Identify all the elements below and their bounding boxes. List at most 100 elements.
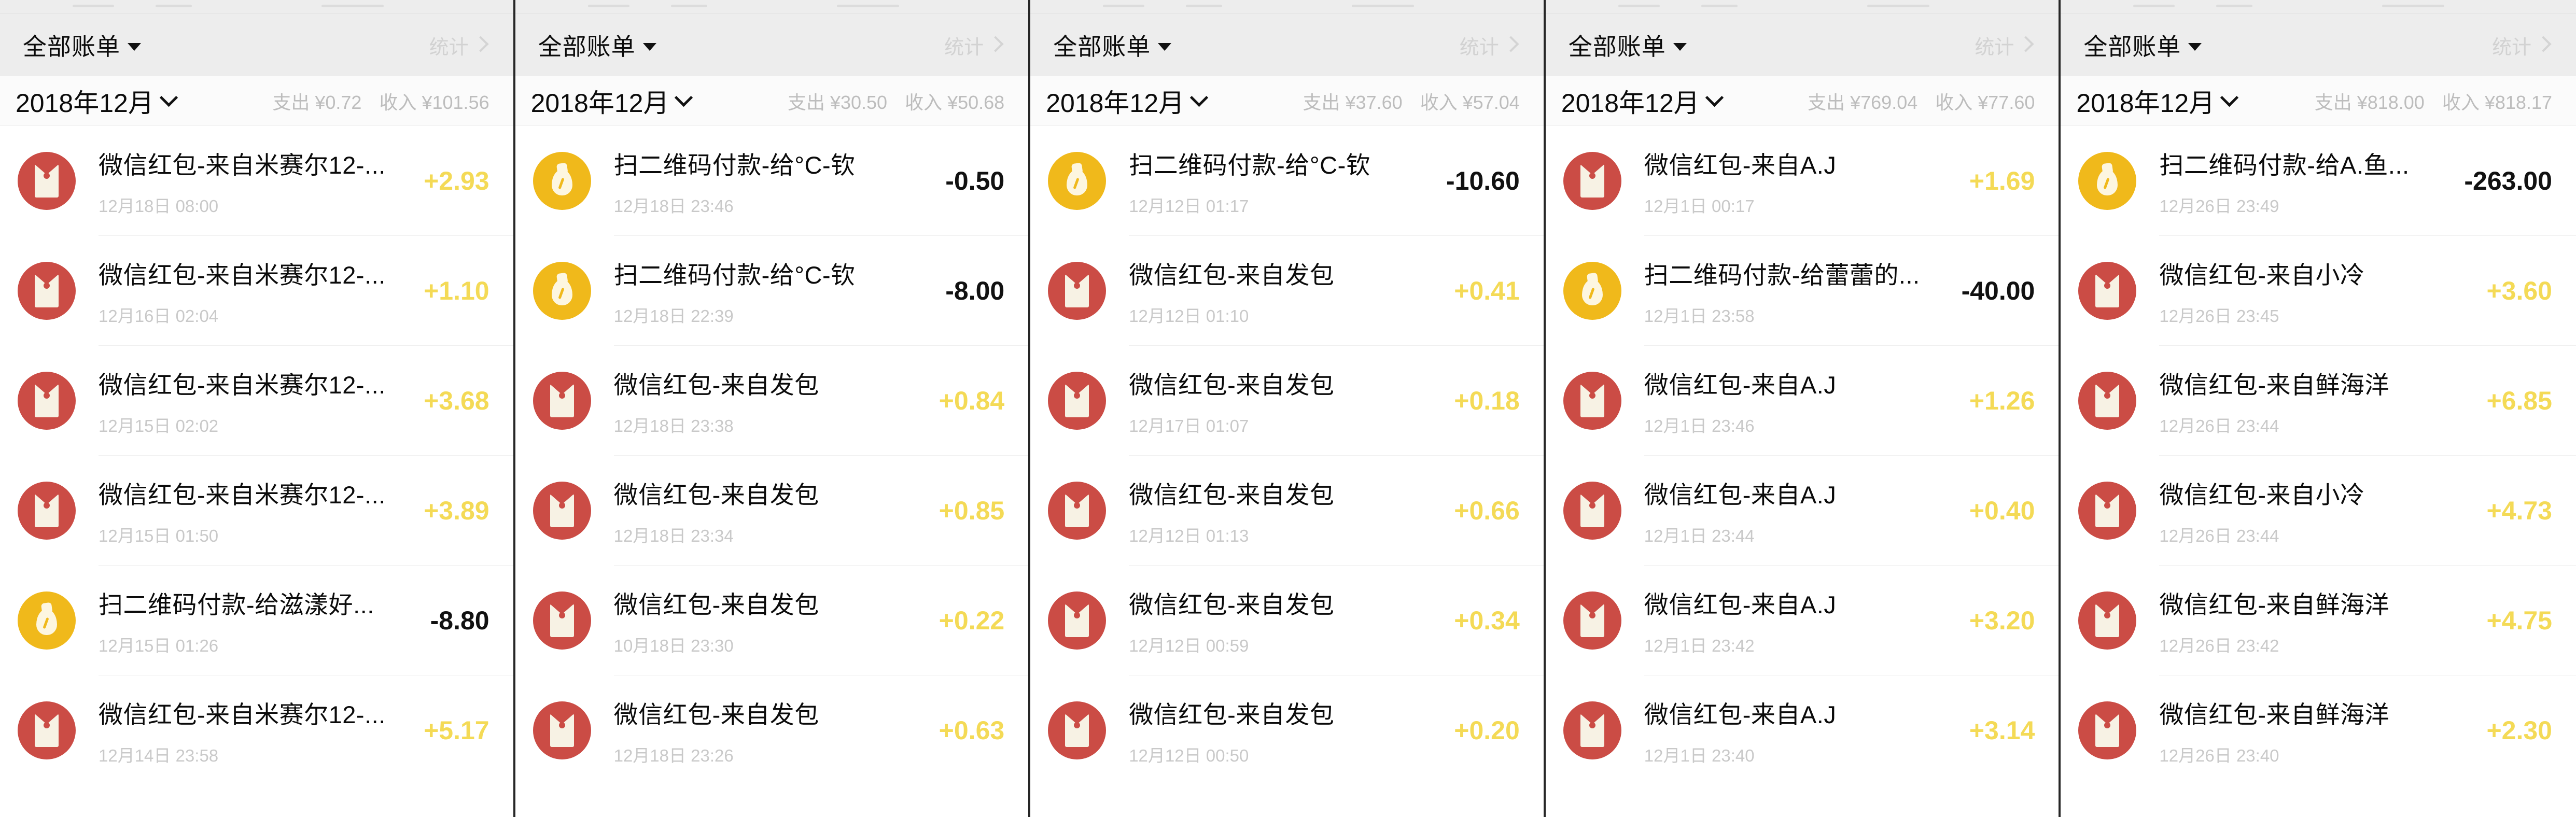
transaction-title: 微信红包-来自米赛尔12-... [99, 371, 386, 399]
table-row[interactable]: 微信红包-来自米赛尔12-... 12月14日 23:58 +5.17 [0, 675, 513, 785]
table-row[interactable]: 扫二维码付款-给°C-钦 12月18日 22:39 -8.00 [515, 236, 1029, 346]
table-row[interactable]: 微信红包-来自米赛尔12-... 12月15日 01:50 +3.89 [0, 456, 513, 566]
money-bag-icon [533, 152, 591, 210]
table-row[interactable]: 微信红包-来自A.J 12月1日 23:46 +1.26 [1546, 346, 2059, 456]
transaction-title: 微信红包-来自发包 [613, 481, 819, 509]
transaction-info: 微信红包-来自发包 12月12日 00:59 [1129, 585, 1440, 657]
bill-filter-dropdown[interactable]: 全部账单 [2083, 28, 2202, 62]
envelope-seal [2104, 392, 2111, 399]
envelope-seal [44, 283, 50, 289]
transaction-info: 微信红包-来自发包 12月18日 23:34 [614, 475, 926, 547]
status-nub-c [1352, 5, 1415, 7]
month-label: 2018年12月 [2076, 88, 2215, 118]
table-row[interactable]: 微信红包-来自米赛尔12-... 12月18日 08:00 +2.93 [0, 126, 513, 236]
table-row[interactable]: 微信红包-来自米赛尔12-... 12月16日 02:04 +1.10 [0, 236, 513, 346]
transaction-date: 12月26日 23:45 [2159, 306, 2279, 326]
table-row[interactable]: 微信红包-来自A.J 12月1日 23:44 +0.40 [1546, 456, 2059, 566]
transaction-date: 12月12日 01:17 [1129, 196, 1249, 216]
envelope-seal [1589, 502, 1595, 509]
transaction-amount: -8.00 [945, 276, 1005, 305]
transaction-date: 12月17日 01:07 [1129, 416, 1249, 435]
statistics-link[interactable]: 统计 [1975, 31, 2034, 60]
bag-neck [1071, 162, 1083, 174]
table-row[interactable]: 扫二维码付款-给蕾蕾的... 12月1日 23:58 -40.00 [1546, 236, 2059, 346]
month-label: 2018年12月 [16, 88, 154, 118]
table-row[interactable]: 微信红包-来自鲜海洋 12月26日 23:40 +2.30 [2061, 675, 2576, 785]
table-row[interactable]: 扫二维码付款-给滋漾好... 12月15日 01:26 -8.80 [0, 566, 513, 675]
envelope-seal [2104, 502, 2111, 509]
transaction-amount: +3.60 [2486, 276, 2552, 305]
transaction-info: 微信红包-来自发包 12月18日 23:38 [614, 365, 926, 437]
chevron-down-icon [1189, 88, 1209, 107]
table-row[interactable]: 微信红包-来自小冷 12月26日 23:45 +3.60 [2061, 236, 2576, 346]
money-bag-icon [2078, 152, 2137, 210]
chevron-right-icon [472, 36, 489, 52]
transaction-date: 12月1日 00:17 [1644, 196, 1755, 216]
table-row[interactable]: 微信红包-来自发包 12月17日 01:07 +0.18 [1030, 346, 1544, 456]
table-row[interactable]: 微信红包-来自发包 12月18日 23:38 +0.84 [515, 346, 1029, 456]
month-summary-bar: 2018年12月 支出 ¥30.50 收入 ¥50.68 [515, 76, 1029, 126]
bag-neck [2102, 162, 2113, 174]
statistics-link[interactable]: 统计 [944, 31, 1004, 60]
bill-filter-dropdown[interactable]: 全部账单 [1569, 28, 1687, 62]
bill-filter-label: 全部账单 [1568, 33, 1666, 60]
month-picker[interactable]: 2018年12月 [16, 82, 178, 120]
bill-filter-dropdown[interactable]: 全部账单 [1053, 28, 1172, 62]
envelope-seal [1589, 173, 1595, 179]
table-row[interactable]: 微信红包-来自发包 12月12日 01:13 +0.66 [1030, 456, 1544, 566]
income-total: 收入 ¥101.56 [379, 91, 489, 113]
transaction-date: 12月1日 23:58 [1644, 306, 1755, 326]
month-picker[interactable]: 2018年12月 [531, 82, 693, 120]
envelope-seal [558, 722, 565, 728]
transaction-date: 12月26日 23:42 [2159, 636, 2279, 655]
table-row[interactable]: 微信红包-来自鲜海洋 12月26日 23:42 +4.75 [2061, 566, 2576, 675]
table-row[interactable]: 微信红包-来自A.J 12月1日 00:17 +1.69 [1546, 126, 2059, 236]
transaction-date: 12月18日 23:34 [613, 526, 734, 545]
table-row[interactable]: 微信红包-来自发包 12月18日 23:26 +0.63 [515, 675, 1029, 785]
transaction-date: 12月12日 00:59 [1129, 636, 1249, 655]
transaction-title: 微信红包-来自米赛尔12-... [99, 261, 386, 289]
table-row[interactable]: 微信红包-来自发包 12月12日 01:10 +0.41 [1030, 236, 1544, 346]
table-row[interactable]: 微信红包-来自发包 10月18日 23:30 +0.22 [515, 566, 1029, 675]
statistics-link[interactable]: 统计 [1460, 31, 1519, 60]
table-row[interactable]: 扫二维码付款-给°C-钦 12月18日 23:46 -0.50 [515, 126, 1029, 236]
status-nub-b [2216, 5, 2253, 7]
bill-filter-label: 全部账单 [23, 33, 120, 60]
month-totals: 支出 ¥30.50 收入 ¥50.68 [788, 88, 1004, 115]
envelope-seal [1589, 722, 1595, 728]
table-row[interactable]: 微信红包-来自发包 12月12日 00:50 +0.20 [1030, 675, 1544, 785]
bill-filter-dropdown[interactable]: 全部账单 [538, 28, 656, 62]
transaction-date: 12月15日 01:50 [99, 526, 219, 545]
table-row[interactable]: 微信红包-来自A.J 12月1日 23:42 +3.20 [1546, 566, 2059, 675]
transaction-title: 微信红包-来自发包 [613, 371, 819, 399]
transaction-date: 12月26日 23:44 [2159, 416, 2279, 435]
chevron-right-icon [987, 36, 1004, 52]
nav-bar: 全部账单 统计 [1545, 14, 2059, 76]
transaction-date: 12月18日 08:00 [99, 196, 219, 216]
bag-neck [1586, 272, 1598, 284]
table-row[interactable]: 微信红包-来自鲜海洋 12月26日 23:44 +6.85 [2061, 346, 2576, 456]
table-row[interactable]: 微信红包-来自米赛尔12-... 12月15日 02:02 +3.68 [0, 346, 513, 456]
transaction-list: 扫二维码付款-给°C-钦 12月18日 23:46 -0.50 扫二维码付款-给°C-… [515, 126, 1029, 785]
bill-panel-2: 全部账单 统计 2018年12月 支出 ¥30.50 收入 ¥50.68 扫二维码付款-给… [515, 0, 1031, 817]
bill-filter-dropdown[interactable]: 全部账单 [23, 28, 141, 62]
red-packet-icon [18, 701, 76, 759]
table-row[interactable]: 微信红包-来自发包 12月18日 23:34 +0.85 [515, 456, 1029, 566]
transaction-date: 12月26日 23:40 [2159, 745, 2279, 765]
month-picker[interactable]: 2018年12月 [1046, 82, 1209, 120]
table-row[interactable]: 微信红包-来自小冷 12月26日 23:44 +4.73 [2061, 456, 2576, 566]
nav-bar: 全部账单 统计 [0, 14, 513, 76]
income-total: 收入 ¥50.68 [905, 91, 1005, 113]
nav-bar: 全部账单 统计 [1030, 14, 1544, 76]
chevron-right-icon [1503, 36, 1519, 52]
month-picker[interactable]: 2018年12月 [2076, 82, 2239, 120]
table-row[interactable]: 扫二维码付款-给°C-钦 12月12日 01:17 -10.60 [1030, 126, 1544, 236]
table-row[interactable]: 扫二维码付款-给A.鱼... 12月26日 23:49 -263.00 [2061, 126, 2576, 236]
month-picker[interactable]: 2018年12月 [1561, 82, 1724, 120]
table-row[interactable]: 微信红包-来自A.J 12月1日 23:40 +3.14 [1546, 675, 2059, 785]
table-row[interactable]: 微信红包-来自发包 12月12日 00:59 +0.34 [1030, 566, 1544, 675]
transaction-amount: +1.10 [424, 276, 489, 305]
chevron-down-icon [1705, 88, 1724, 107]
statistics-link[interactable]: 统计 [429, 31, 489, 60]
statistics-link[interactable]: 统计 [2492, 31, 2552, 60]
